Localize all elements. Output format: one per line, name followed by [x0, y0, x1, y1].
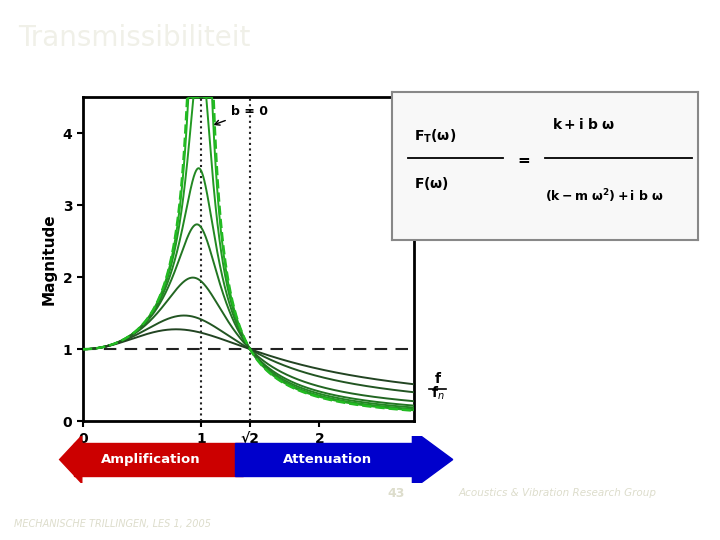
Bar — [73, 443, 243, 476]
Point — [541, 154, 550, 161]
Text: f: f — [435, 373, 441, 387]
FancyArrow shape — [413, 436, 453, 483]
Text: MECHANISCHE TRILLINGEN, LES 1, 2005: MECHANISCHE TRILLINGEN, LES 1, 2005 — [14, 519, 212, 529]
Text: f$_n$: f$_n$ — [431, 384, 445, 402]
Text: Transmissibiliteit: Transmissibiliteit — [18, 24, 251, 52]
Y-axis label: Magnitude: Magnitude — [42, 213, 57, 305]
Text: 43: 43 — [387, 487, 405, 500]
Text: Amplification: Amplification — [101, 453, 200, 466]
Text: Vrije Universiteit Brussel: Vrije Universiteit Brussel — [471, 511, 706, 529]
Point — [688, 154, 697, 161]
Text: $\mathbf{(k-m\ \omega^2)+i\ b\ \omega}$: $\mathbf{(k-m\ \omega^2)+i\ b\ \omega}$ — [546, 187, 664, 205]
Point — [403, 154, 412, 161]
Text: $\mathbf{k+i\ b\ \omega}$: $\mathbf{k+i\ b\ \omega}$ — [552, 117, 615, 132]
Text: Acoustics & Vibration Research Group: Acoustics & Vibration Research Group — [459, 488, 657, 498]
Point — [498, 154, 507, 161]
FancyArrow shape — [60, 436, 82, 483]
Text: $\mathbf{=}$: $\mathbf{=}$ — [515, 151, 531, 166]
Text: Attenuation: Attenuation — [283, 453, 372, 466]
Text: $\mathbf{F(\omega)}$: $\mathbf{F(\omega)}$ — [414, 176, 449, 192]
Text: b = 0: b = 0 — [215, 105, 268, 125]
Text: $\mathbf{F_T(\omega)}$: $\mathbf{F_T(\omega)}$ — [414, 127, 456, 145]
Bar — [235, 443, 420, 476]
X-axis label: Frequency: Frequency — [204, 451, 293, 466]
